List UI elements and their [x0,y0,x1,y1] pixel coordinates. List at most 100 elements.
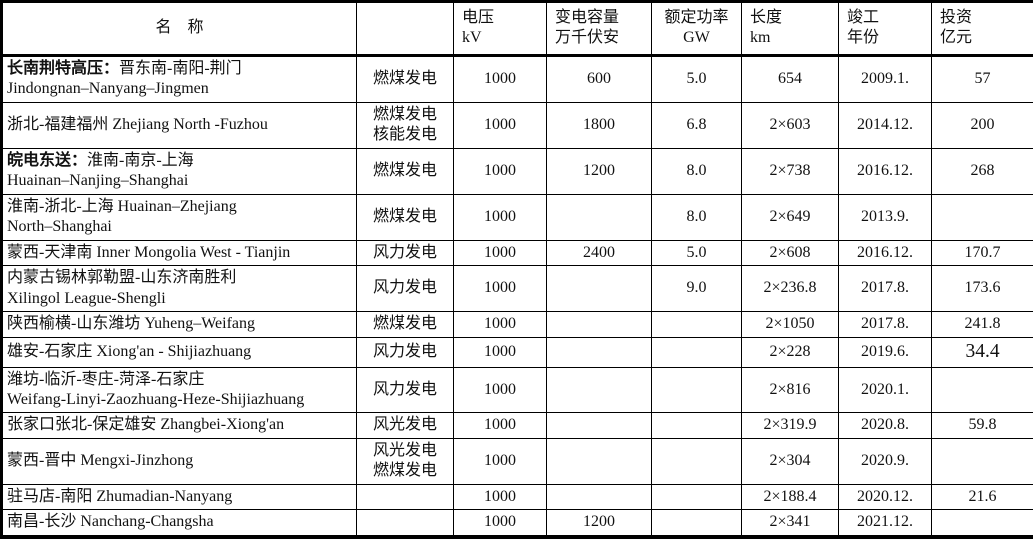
cell-investment: 200 [932,102,1033,148]
cell-voltage: 1000 [454,194,547,240]
cell-line-name: 张家口张北-保定雄安 Zhangbei-Xiong'an [2,413,357,438]
cell-capacity [547,266,652,312]
cell-generation-type: 风力发电 [357,337,454,367]
table-body: 长南荆特高压：晋东南-南阳-荆门 Jindongnan–Nanyang–Jing… [2,55,1033,536]
cell-completion-year: 2016.12. [839,148,932,194]
cell-rated-power [652,413,742,438]
cell-rated-power [652,510,742,537]
header-name: 名 称 [2,2,357,56]
cell-length: 2×603 [742,102,839,148]
cell-investment [932,438,1033,484]
cell-generation-type: 燃煤发电 [357,194,454,240]
cell-voltage: 1000 [454,148,547,194]
cell-voltage: 1000 [454,337,547,367]
cell-completion-year: 2020.8. [839,413,932,438]
cell-investment: 173.6 [932,266,1033,312]
cell-generation-type: 燃煤发电 [357,148,454,194]
cell-length: 2×341 [742,510,839,537]
cell-investment: 241.8 [932,312,1033,337]
table-row: 长南荆特高压：晋东南-南阳-荆门 Jindongnan–Nanyang–Jing… [2,55,1033,102]
cell-line-name: 潍坊-临沂-枣庄-菏泽-石家庄 Weifang-Linyi-Zaozhuang-… [2,367,357,413]
cell-generation-type: 燃煤发电 核能发电 [357,102,454,148]
cell-voltage: 1000 [454,367,547,413]
cell-completion-year: 2009.1. [839,55,932,102]
cell-completion-year: 2020.1. [839,367,932,413]
cell-investment [932,194,1033,240]
cell-completion-year: 2014.12. [839,102,932,148]
table-row: 淮南-浙北-上海 Huainan–Zhejiang North–Shanghai… [2,194,1033,240]
cell-line-name: 浙北-福建福州 Zhejiang North -Fuzhou [2,102,357,148]
cell-capacity: 1800 [547,102,652,148]
cell-length: 2×816 [742,367,839,413]
cell-voltage: 1000 [454,266,547,312]
cell-generation-type: 风光发电 燃煤发电 [357,438,454,484]
cell-length: 2×236.8 [742,266,839,312]
cell-completion-year: 2017.8. [839,266,932,312]
cell-completion-year: 2019.6. [839,337,932,367]
cell-rated-power [652,438,742,484]
cell-length: 2×228 [742,337,839,367]
cell-line-name: 内蒙古锡林郭勒盟-山东济南胜利 Xilingol League-Shengli [2,266,357,312]
cell-capacity: 600 [547,55,652,102]
cell-capacity: 2400 [547,240,652,265]
header-capacity: 变电容量 万千伏安 [547,2,652,56]
cell-investment: 59.8 [932,413,1033,438]
cell-voltage: 1000 [454,510,547,537]
cell-capacity [547,194,652,240]
cell-capacity: 1200 [547,510,652,537]
cell-generation-type: 燃煤发电 [357,55,454,102]
cell-generation-type [357,510,454,537]
cell-length: 2×608 [742,240,839,265]
cell-rated-power: 8.0 [652,148,742,194]
cell-length: 654 [742,55,839,102]
cell-rated-power: 9.0 [652,266,742,312]
cell-completion-year: 2017.8. [839,312,932,337]
cell-rated-power: 5.0 [652,240,742,265]
cell-investment: 57 [932,55,1033,102]
cell-rated-power [652,337,742,367]
cell-completion-year: 2016.12. [839,240,932,265]
cell-line-name: 皖电东送：淮南-南京-上海 Huainan–Nanjing–Shanghai [2,148,357,194]
cell-rated-power [652,312,742,337]
header-row: 名 称 电压 kV 变电容量 万千伏安 额定功率 GW 长度 km 竣工 年份 … [2,2,1033,56]
cell-length: 2×304 [742,438,839,484]
cell-generation-type [357,484,454,509]
cell-line-name: 驻马店-南阳 Zhumadian-Nanyang [2,484,357,509]
cell-length: 2×188.4 [742,484,839,509]
cell-length: 2×1050 [742,312,839,337]
cell-investment [932,510,1033,537]
cell-line-name: 淮南-浙北-上海 Huainan–Zhejiang North–Shanghai [2,194,357,240]
cell-rated-power: 5.0 [652,55,742,102]
cell-voltage: 1000 [454,240,547,265]
table-row: 潍坊-临沂-枣庄-菏泽-石家庄 Weifang-Linyi-Zaozhuang-… [2,367,1033,413]
cell-generation-type: 燃煤发电 [357,312,454,337]
cell-voltage: 1000 [454,413,547,438]
header-investment: 投资 亿元 [932,2,1033,56]
cell-investment: 170.7 [932,240,1033,265]
table-header: 名 称 电压 kV 变电容量 万千伏安 额定功率 GW 长度 km 竣工 年份 … [2,2,1033,56]
cell-investment: 21.6 [932,484,1033,509]
cell-capacity [547,484,652,509]
cell-generation-type: 风力发电 [357,240,454,265]
cell-investment [932,367,1033,413]
cell-length: 2×319.9 [742,413,839,438]
cell-completion-year: 2020.12. [839,484,932,509]
cell-completion-year: 2013.9. [839,194,932,240]
cell-line-name: 雄安-石家庄 Xiong'an - Shijiazhuang [2,337,357,367]
cell-generation-type: 风力发电 [357,266,454,312]
header-completion-year: 竣工 年份 [839,2,932,56]
cell-investment: 268 [932,148,1033,194]
cell-voltage: 1000 [454,102,547,148]
cell-capacity [547,367,652,413]
cell-capacity [547,438,652,484]
cell-completion-year: 2021.12. [839,510,932,537]
